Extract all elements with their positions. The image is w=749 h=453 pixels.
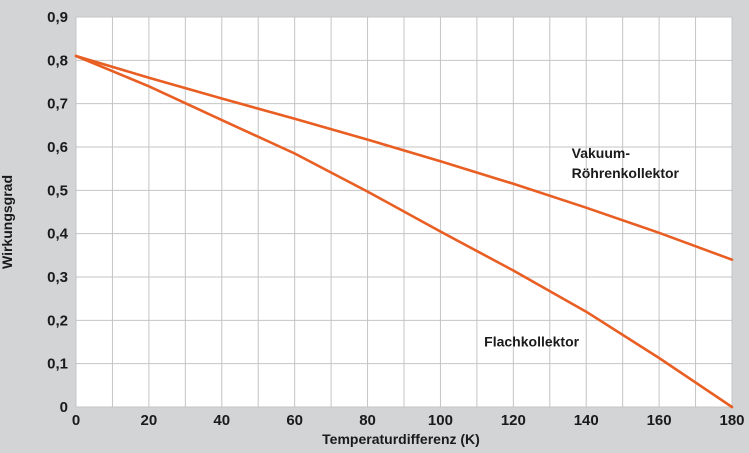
x-tick-label: 100 <box>428 412 453 429</box>
x-axis-ticks: 0 20 40 60 80 100 120 140 160 180 <box>72 412 745 429</box>
y-tick-label: 0,1 <box>47 356 68 373</box>
y-axis-ticks: 0 0,1 0,2 0,3 0,4 0,5 0,6 0,7 0,8 0,9 <box>47 9 69 416</box>
x-tick-label: 180 <box>719 412 744 429</box>
grid-lines <box>75 16 733 408</box>
x-tick-label: 140 <box>574 412 599 429</box>
x-axis-title: Temperaturdifferenz (K) <box>322 431 480 447</box>
y-tick-label: 0,6 <box>47 139 68 156</box>
y-tick-label: 0,2 <box>47 312 68 329</box>
x-tick-label: 0 <box>72 412 80 429</box>
series-label-vakuum-roehrenkollektor: Vakuum- <box>572 145 631 161</box>
y-tick-label: 0,9 <box>47 9 68 26</box>
y-tick-label: 0 <box>60 399 68 416</box>
series-line-flachkollektor <box>74 54 734 409</box>
y-tick-label: 0,8 <box>47 52 68 69</box>
y-tick-label: 0,5 <box>47 182 68 199</box>
series-labels: Vakuum- Röhrenkollektor Flachkollektor <box>484 145 679 350</box>
series-lines <box>74 54 734 409</box>
x-tick-label: 160 <box>647 412 672 429</box>
x-tick-label: 40 <box>213 412 230 429</box>
x-tick-label: 120 <box>501 412 526 429</box>
x-tick-label: 80 <box>359 412 376 429</box>
x-tick-label: 60 <box>286 412 303 429</box>
y-tick-label: 0,7 <box>47 96 68 113</box>
y-axis-title: Wirkungsgrad <box>0 175 15 269</box>
series-label-flachkollektor: Flachkollektor <box>484 333 579 349</box>
y-tick-label: 0,3 <box>47 269 68 286</box>
x-tick-label: 20 <box>141 412 158 429</box>
series-line-vakuum-roehrenkollektor <box>74 54 734 261</box>
series-label-vakuum-roehrenkollektor: Röhrenkollektor <box>572 165 680 181</box>
y-tick-label: 0,4 <box>47 226 69 243</box>
